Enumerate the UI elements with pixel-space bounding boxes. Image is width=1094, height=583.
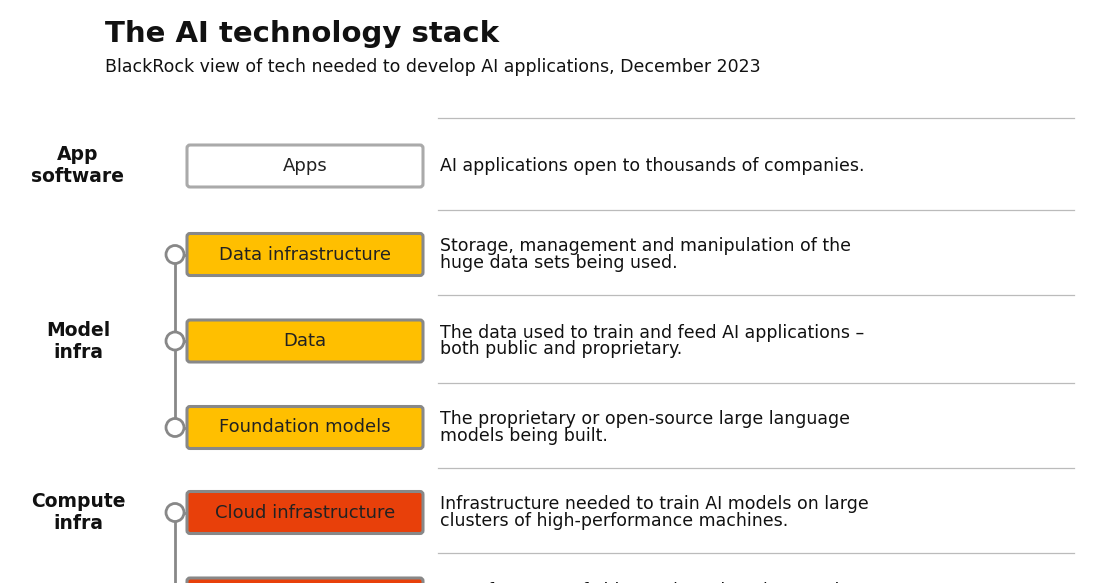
FancyBboxPatch shape: [187, 578, 423, 583]
Text: The data used to train and feed AI applications –: The data used to train and feed AI appli…: [440, 324, 864, 342]
Text: clusters of high-performance machines.: clusters of high-performance machines.: [440, 512, 789, 530]
Text: Storage, management and manipulation of the: Storage, management and manipulation of …: [440, 237, 851, 255]
Text: both public and proprietary.: both public and proprietary.: [440, 340, 683, 359]
Text: Infrastructure needed to train AI models on large: Infrastructure needed to train AI models…: [440, 495, 869, 513]
FancyBboxPatch shape: [187, 320, 423, 362]
Circle shape: [166, 504, 184, 522]
Text: The proprietary or open-source large language: The proprietary or open-source large lan…: [440, 410, 850, 428]
Text: huge data sets being used.: huge data sets being used.: [440, 254, 677, 272]
FancyBboxPatch shape: [187, 491, 423, 533]
FancyBboxPatch shape: [187, 145, 423, 187]
Circle shape: [166, 332, 184, 350]
Text: Model
infra: Model infra: [46, 321, 110, 361]
Text: Apps: Apps: [282, 157, 327, 175]
FancyBboxPatch shape: [187, 406, 423, 448]
Circle shape: [166, 245, 184, 264]
Text: AI applications open to thousands of companies.: AI applications open to thousands of com…: [440, 157, 864, 175]
Text: BlackRock view of tech needed to develop AI applications, December 2023: BlackRock view of tech needed to develop…: [105, 58, 760, 76]
Text: Manufacturers of chips and semiconductors that: Manufacturers of chips and semiconductor…: [440, 581, 863, 583]
FancyBboxPatch shape: [187, 234, 423, 276]
Text: The AI technology stack: The AI technology stack: [105, 20, 499, 48]
Text: Foundation models: Foundation models: [219, 419, 391, 437]
Text: models being built.: models being built.: [440, 427, 608, 445]
Text: Data: Data: [283, 332, 327, 350]
Circle shape: [166, 419, 184, 437]
Text: Data infrastructure: Data infrastructure: [219, 245, 391, 264]
Text: App
software: App software: [32, 146, 125, 187]
Text: Compute
infra: Compute infra: [31, 492, 125, 533]
Text: Cloud infrastructure: Cloud infrastructure: [214, 504, 395, 522]
